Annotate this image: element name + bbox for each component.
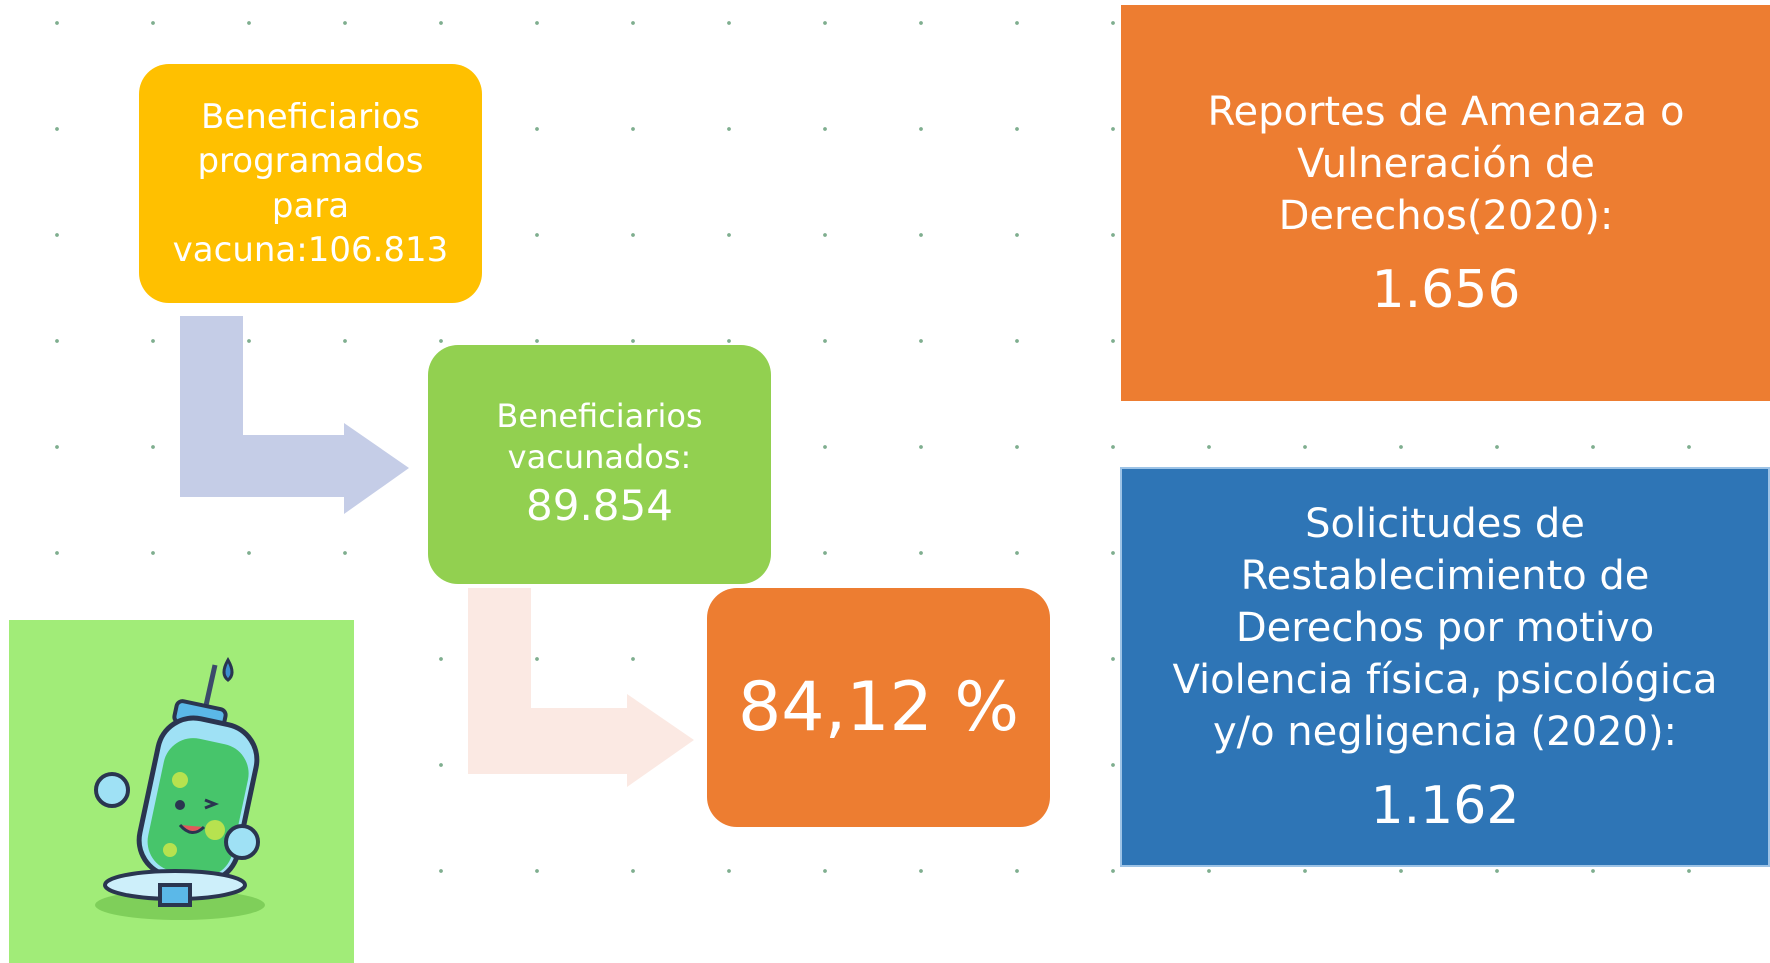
stat-card: Reportes de Amenaza o Vulneración de Der… xyxy=(1121,5,1770,401)
arrow xyxy=(468,588,694,787)
arrow xyxy=(180,316,409,514)
stat-card: Solicitudes de Restablecimiento de Derec… xyxy=(1120,467,1770,867)
flow-step: Beneficiarios vacunados: 89.854 xyxy=(428,345,771,584)
step-label: Beneficiarios vacunados: xyxy=(446,396,753,479)
flow-step: 84,12 % xyxy=(707,588,1050,827)
card-value: 1.656 xyxy=(1372,260,1521,320)
step-label: 84,12 % xyxy=(738,668,1019,747)
card-value: 1.162 xyxy=(1371,776,1520,836)
page: Beneficiarios programados para vacuna:10… xyxy=(0,0,1770,963)
card-label: Solicitudes de Restablecimiento de Derec… xyxy=(1142,498,1748,758)
flow-step: Beneficiarios programados para vacuna:10… xyxy=(139,64,482,303)
step-value: 89.854 xyxy=(526,479,673,534)
step-label: Beneficiarios programados para vacuna:10… xyxy=(157,95,464,272)
card-label: Reportes de Amenaza o Vulneración de Der… xyxy=(1141,86,1751,242)
